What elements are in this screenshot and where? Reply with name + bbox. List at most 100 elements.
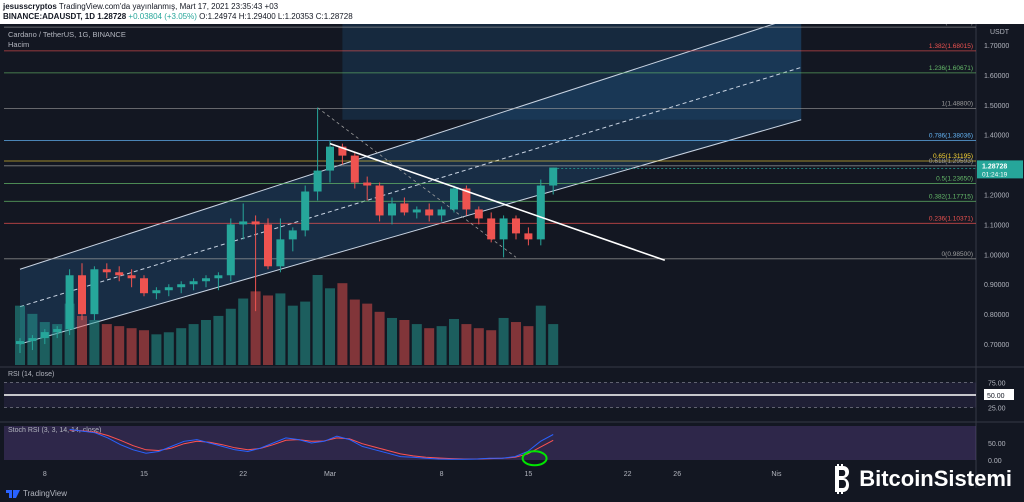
fib-label-1.618: 1.618(1.75950) bbox=[929, 24, 973, 26]
x-tick-label: 8 bbox=[43, 471, 47, 478]
candle bbox=[40, 329, 49, 345]
candle bbox=[102, 263, 111, 279]
tradingview-label: TradingView bbox=[23, 489, 68, 498]
fib-label-0.65: 0.65(1.31195) bbox=[933, 153, 973, 160]
candle bbox=[115, 266, 124, 282]
candle-body bbox=[239, 221, 248, 225]
candle-body bbox=[189, 281, 198, 285]
bitcoin-sistemi-logo-icon bbox=[835, 464, 850, 494]
candle bbox=[264, 218, 272, 270]
x-tick-label: 22 bbox=[239, 471, 247, 478]
candle bbox=[288, 227, 297, 252]
ohlc-low: L:1.20353 bbox=[277, 12, 314, 21]
volume-bar bbox=[126, 328, 137, 365]
volume-bar bbox=[77, 315, 87, 365]
volume-bar bbox=[213, 315, 224, 365]
candle bbox=[226, 218, 235, 282]
volume-bar bbox=[312, 275, 323, 365]
publisher-name[interactable]: jesusscryptos bbox=[3, 2, 57, 11]
candle bbox=[90, 266, 99, 321]
candle bbox=[164, 284, 173, 297]
volume-bar bbox=[436, 326, 447, 365]
candle-body bbox=[177, 284, 186, 288]
candle-body bbox=[450, 188, 458, 210]
channel-lower-line bbox=[19, 119, 802, 345]
stoch-band bbox=[4, 426, 976, 460]
countdown-label: 01:24:19 bbox=[982, 171, 1008, 178]
volume-bar bbox=[325, 288, 335, 365]
volume-bar bbox=[449, 318, 459, 365]
candle-body bbox=[288, 230, 297, 240]
candle bbox=[425, 203, 434, 222]
y-tick-label: 1.00000 bbox=[984, 252, 1009, 259]
watermark-brand: BitcoinSistemi bbox=[829, 464, 1012, 494]
volume-bar bbox=[15, 305, 25, 365]
candle-body bbox=[536, 185, 545, 240]
stoch-label: Stoch RSI (3, 3, 14, 14, close) bbox=[8, 427, 101, 434]
y-tick-label: 1.20000 bbox=[984, 193, 1009, 200]
candle bbox=[412, 206, 421, 219]
volume-bar bbox=[548, 324, 559, 365]
x-tick-label: 26 bbox=[673, 471, 681, 478]
tradingview-logo[interactable]: TradingView bbox=[6, 489, 67, 498]
candle-body bbox=[264, 224, 272, 267]
candle-body bbox=[251, 221, 260, 225]
currency-label: USDT bbox=[990, 29, 1010, 36]
tradingview-icon bbox=[6, 489, 20, 498]
candle-body bbox=[127, 275, 136, 279]
fib-label-0.236: 0.236(1.10371) bbox=[929, 215, 973, 222]
y-tick-label: 1.60000 bbox=[984, 73, 1009, 80]
candle-body bbox=[164, 287, 173, 291]
price-chart[interactable]: USDT1.700001.600001.500001.400001.300001… bbox=[0, 24, 1024, 502]
candle-body bbox=[338, 146, 347, 156]
candle-body bbox=[487, 218, 496, 240]
published-text: TradingView.com'da yayınlanmış, Mart 17,… bbox=[58, 2, 279, 11]
downtrend-line bbox=[329, 142, 666, 262]
x-tick-label: 15 bbox=[525, 471, 533, 478]
brand-name: BitcoinSistemi bbox=[859, 466, 1012, 491]
candle-body bbox=[549, 167, 558, 186]
stoch-k-line bbox=[69, 428, 554, 460]
candle-body bbox=[90, 269, 99, 315]
fib-label-0.5: 0.5(1.23650) bbox=[936, 176, 973, 183]
published-header: jesusscryptos TradingView.com'da yayınla… bbox=[0, 0, 1024, 24]
volume-label: Hacim bbox=[8, 40, 30, 49]
volume-bar bbox=[151, 334, 162, 365]
volume-bar bbox=[511, 322, 521, 365]
fib-label-1.382: 1.382(1.68015) bbox=[929, 43, 973, 50]
candle-body bbox=[388, 203, 396, 216]
candle bbox=[78, 263, 86, 321]
candle bbox=[16, 338, 24, 354]
stoch-highlight-ellipse bbox=[521, 450, 548, 467]
last-price-label: 1.28728 bbox=[982, 163, 1007, 170]
candle bbox=[474, 206, 483, 225]
candle-body bbox=[326, 146, 334, 171]
volume-bar bbox=[399, 320, 410, 365]
candle-body bbox=[400, 203, 409, 213]
candle bbox=[437, 206, 446, 222]
candle bbox=[214, 272, 223, 291]
fib-label-1: 1(1.48800) bbox=[942, 100, 973, 107]
candle bbox=[524, 227, 533, 246]
candle bbox=[363, 176, 372, 201]
volume-bar bbox=[225, 308, 236, 365]
fib-label-0.786: 0.786(1.38036) bbox=[929, 133, 973, 140]
volume-bar bbox=[535, 305, 546, 365]
volume-bar bbox=[238, 298, 249, 365]
stoch-tick-label: 50.00 bbox=[988, 441, 1006, 448]
volume-bar bbox=[523, 326, 534, 365]
candle-body bbox=[152, 290, 161, 294]
volume-bar bbox=[52, 324, 63, 365]
candle-body bbox=[363, 182, 372, 186]
plot-background bbox=[4, 24, 976, 488]
candle bbox=[251, 215, 260, 312]
candle-body bbox=[276, 239, 285, 267]
target-zone bbox=[342, 24, 802, 120]
volume-bar bbox=[461, 324, 472, 365]
fib-label-1.236: 1.236(1.60671) bbox=[929, 65, 973, 72]
y-tick-label: 1.70000 bbox=[984, 43, 1009, 50]
candle bbox=[375, 182, 384, 222]
chart-title: Cardano / TetherUS, 1G, BINANCE bbox=[8, 30, 126, 39]
volume-bar bbox=[411, 324, 422, 365]
candle-body bbox=[512, 218, 520, 234]
